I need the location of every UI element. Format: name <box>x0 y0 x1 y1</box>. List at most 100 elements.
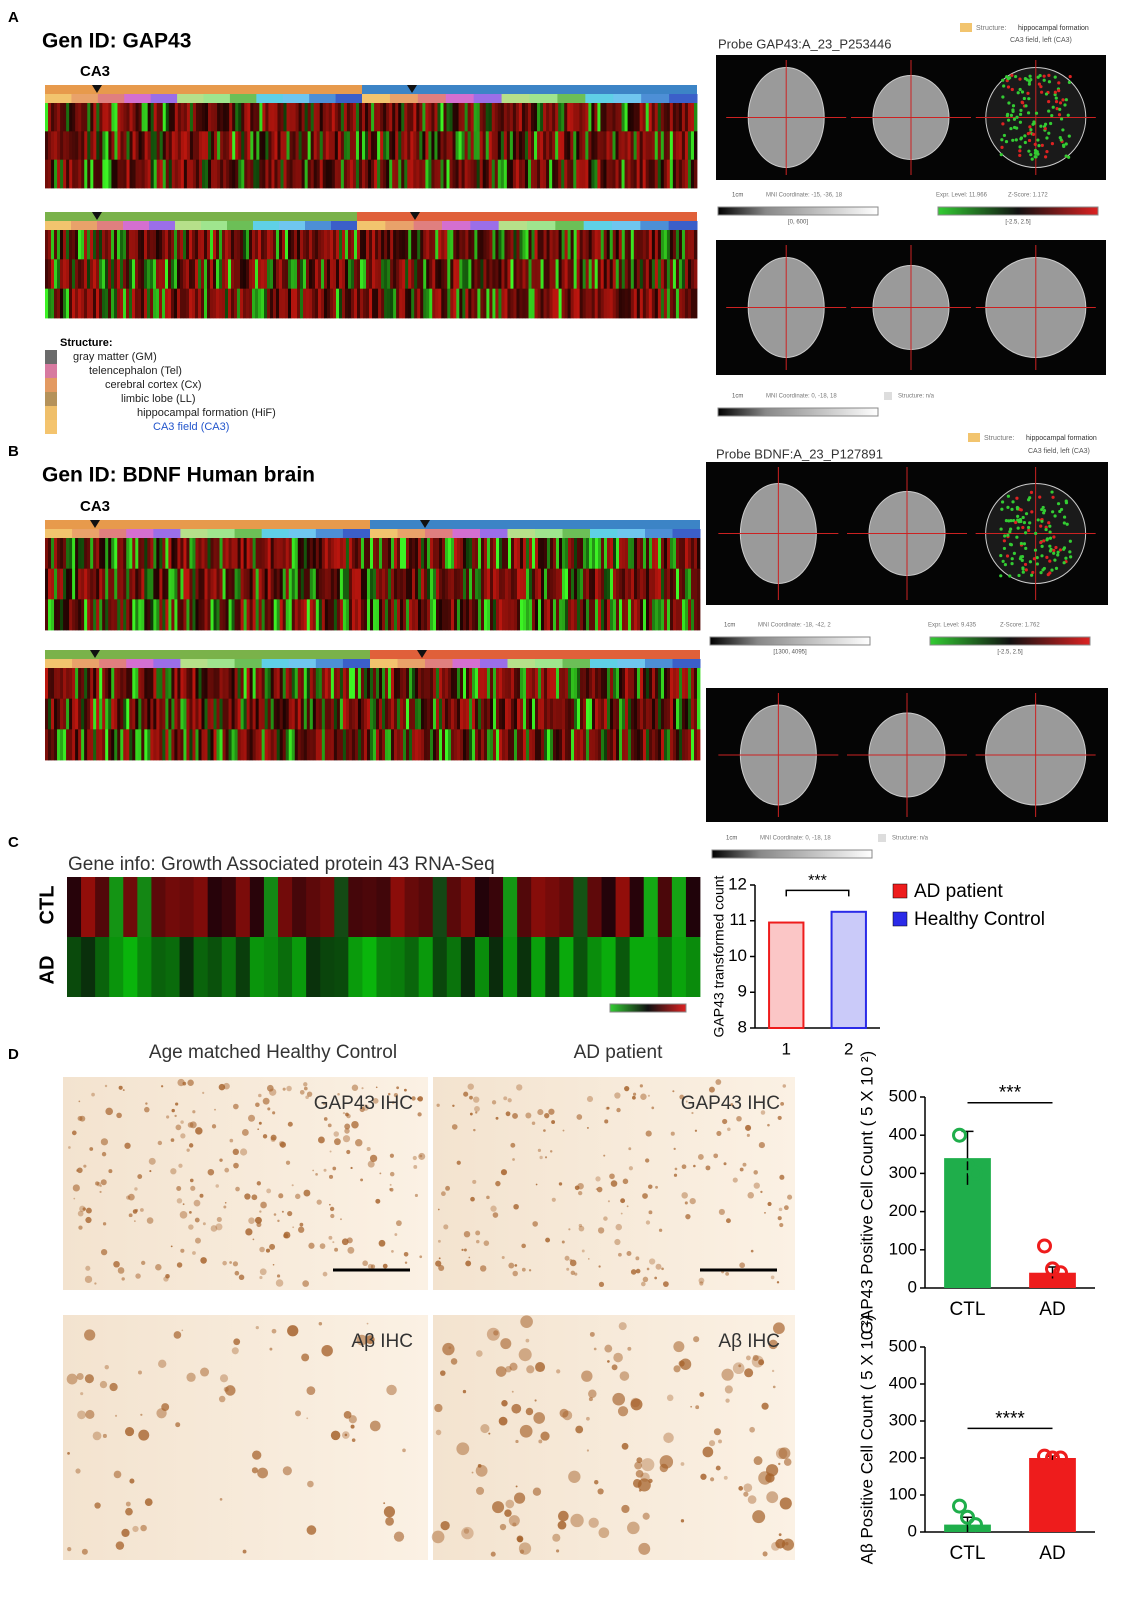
heatmap-cell <box>305 131 308 160</box>
heatmap-cell <box>429 289 432 319</box>
heatmap-cell <box>658 699 661 730</box>
heatmap-cell <box>609 103 612 132</box>
heatmap-cell <box>412 668 415 699</box>
heatmap-cell <box>168 289 171 319</box>
heatmap-cell <box>322 668 325 699</box>
heatmap-cell <box>574 599 577 630</box>
ihc-stain <box>635 1256 639 1260</box>
heatmap-cell <box>322 699 325 730</box>
expression-dot <box>1052 535 1055 538</box>
heatmap-cell <box>379 668 382 699</box>
heatmap-cell <box>277 599 280 630</box>
heatmap-cell <box>342 230 345 260</box>
expression-dot <box>1048 525 1051 528</box>
heatmap-cell <box>147 230 150 260</box>
heatmap-cell <box>439 569 442 600</box>
x-tick-label: 2 <box>844 1039 853 1058</box>
heatmap-cell <box>529 538 532 569</box>
heatmap-cell <box>340 699 343 730</box>
heatmap-cell <box>510 103 513 132</box>
heatmap-cell <box>443 103 446 132</box>
heatmap-cell <box>305 103 308 132</box>
heatmap-cell <box>559 259 562 289</box>
heatmap-cell <box>162 729 165 760</box>
ihc-stain <box>137 1174 142 1179</box>
ihc-stain <box>108 1169 112 1173</box>
heatmap-cell <box>303 259 306 289</box>
ihc-stain <box>233 1338 240 1345</box>
heatmap-cell <box>198 569 201 600</box>
ihc-stain <box>709 1440 715 1446</box>
expression-dot <box>1007 495 1010 498</box>
heatmap-cell <box>688 230 691 260</box>
ihc-stain <box>736 1116 742 1122</box>
heatmap-cell <box>293 103 296 132</box>
heatmap-cell <box>123 160 126 189</box>
expression-dot <box>1047 573 1050 576</box>
bar <box>769 923 803 1028</box>
heatmap-cell <box>334 729 337 760</box>
heatmap-cell <box>616 729 619 760</box>
ihc-stain <box>292 1184 294 1186</box>
ihc-stain <box>334 1248 338 1252</box>
heatmap-cell <box>162 538 165 569</box>
heatmap-cell <box>616 599 619 630</box>
heatmap-cell <box>370 729 373 760</box>
heatmap-cell <box>54 729 57 760</box>
expression-dot <box>1019 555 1022 558</box>
heatmap-cell <box>192 699 195 730</box>
expression-dot <box>1018 145 1021 148</box>
heatmap-cell <box>120 259 123 289</box>
heatmap-cell <box>371 131 374 160</box>
ihc-stain <box>145 1498 153 1506</box>
heatmap-cell <box>238 729 241 760</box>
ihc-stain <box>352 1085 358 1091</box>
heatmap-cell <box>579 103 582 132</box>
heatmap-cell <box>667 729 670 760</box>
heatmap-cell <box>453 131 456 160</box>
expression-dot <box>1034 549 1037 552</box>
heatmap-cell <box>489 877 503 937</box>
heatmap-cell <box>205 160 208 189</box>
heatmap-cell <box>454 668 457 699</box>
heatmap-cell <box>196 103 199 132</box>
heatmap-cell <box>434 131 437 160</box>
heatmap-cell <box>438 289 441 319</box>
heatmap-cell <box>691 599 694 630</box>
heatmap-cell <box>294 289 297 319</box>
heatmap-cell <box>360 259 363 289</box>
heatmap-cell <box>655 729 658 760</box>
heatmap-cell <box>475 729 478 760</box>
heatmap-cell <box>298 729 301 760</box>
ihc-stain <box>611 1180 618 1187</box>
heatmap-cell <box>445 668 448 699</box>
ihc-stain <box>295 1194 300 1199</box>
ihc-stain <box>252 1467 258 1473</box>
structure-bar <box>45 212 357 221</box>
heatmap-cell <box>244 131 247 160</box>
heatmap-cell <box>388 668 391 699</box>
heatmap-cell <box>102 103 105 132</box>
heatmap-cell <box>84 160 87 189</box>
heatmap-cell <box>303 289 306 319</box>
heatmap-cell <box>445 699 448 730</box>
structure-strip <box>180 529 208 538</box>
heatmap-cell <box>564 103 567 132</box>
ihc-stain <box>286 1161 290 1165</box>
heatmap-cell <box>301 729 304 760</box>
heatmap-cell <box>543 131 546 160</box>
heatmap-cell <box>235 668 238 699</box>
heatmap-cell <box>280 103 283 132</box>
heatmap-cell <box>604 569 607 600</box>
ihc-stain <box>690 1406 692 1408</box>
structure-strip <box>673 659 701 668</box>
heatmap-cell <box>691 289 694 319</box>
expression-dot <box>1040 508 1043 511</box>
ihc-stain <box>438 1240 441 1243</box>
ihc-stain <box>533 1488 541 1496</box>
heatmap-cell <box>168 599 171 630</box>
heatmap-cell <box>117 131 120 160</box>
heatmap-cell <box>163 103 166 132</box>
heatmap-cell <box>296 103 299 132</box>
heatmap-cell <box>177 668 180 699</box>
